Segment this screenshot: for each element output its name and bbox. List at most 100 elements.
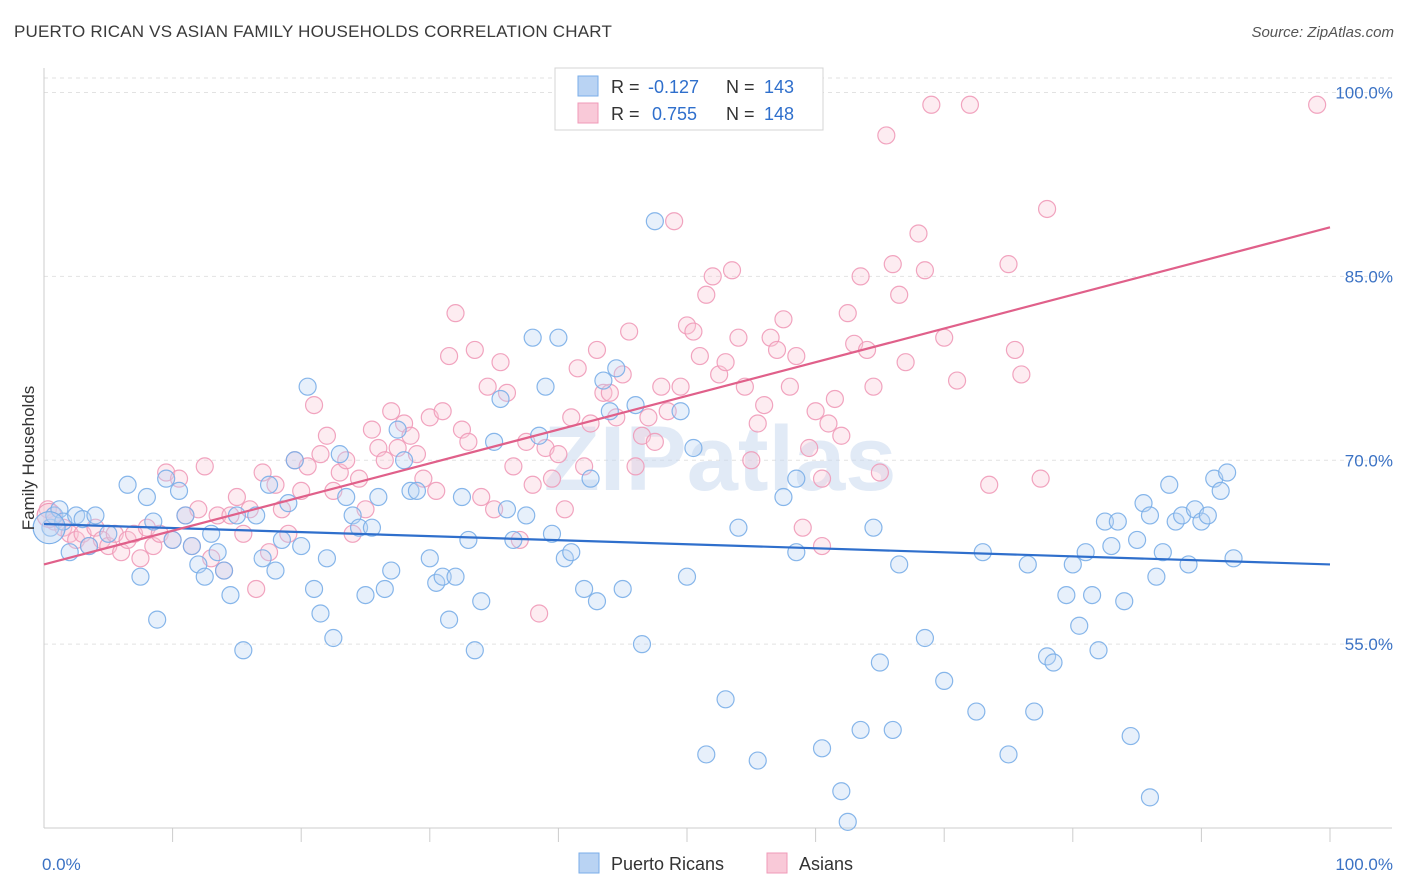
data-point (780, 377, 799, 396)
data-point (266, 561, 285, 580)
data-point (671, 377, 690, 396)
data-point (433, 567, 452, 586)
data-point (890, 285, 909, 304)
data-point (973, 543, 992, 562)
x-tick-label: 0.0% (42, 855, 81, 874)
data-point (935, 328, 954, 347)
data-point (427, 481, 446, 501)
data-point (375, 579, 394, 599)
data-point (542, 469, 562, 488)
data-point (851, 720, 870, 740)
data-point (1076, 543, 1095, 562)
data-point (465, 641, 484, 660)
data-point (491, 389, 510, 409)
data-point (304, 395, 324, 415)
data-point (478, 377, 497, 396)
data-point (504, 457, 523, 476)
data-point (722, 261, 742, 280)
data-point (536, 377, 555, 396)
data-point (362, 518, 382, 537)
y-tick-label: 55.0% (1345, 635, 1393, 654)
data-point (568, 359, 587, 378)
y-tick-labels: 55.0% 70.0% 85.0% 100.0% (1335, 84, 1393, 655)
data-point (1198, 506, 1217, 525)
data-point (555, 500, 574, 519)
data-point (99, 524, 118, 543)
data-point (148, 610, 167, 629)
data-point (324, 628, 343, 648)
data-point (774, 310, 793, 329)
data-point (1160, 475, 1179, 494)
data-point (1115, 592, 1134, 611)
data-point (812, 536, 832, 556)
data-point (748, 751, 767, 770)
data-point (195, 457, 214, 476)
data-point (497, 500, 517, 519)
data-point (337, 487, 356, 507)
data-point (632, 635, 652, 654)
data-point (272, 530, 292, 550)
data-point (195, 567, 214, 586)
data-point (169, 481, 189, 501)
chart-title: PUERTO RICAN VS ASIAN FAMILY HOUSEHOLDS … (14, 22, 613, 41)
data-point (1218, 463, 1237, 482)
legend-r-value-2: 0.755 (652, 104, 697, 124)
data-point (787, 543, 806, 562)
data-point (870, 653, 890, 672)
data-point (433, 402, 452, 421)
data-point (452, 487, 472, 507)
data-point (259, 475, 279, 494)
data-point (748, 414, 767, 433)
data-point (1082, 585, 1102, 605)
legend-n-value-2: 148 (764, 104, 794, 124)
data-point (369, 487, 388, 507)
data-point (349, 469, 369, 488)
stats-legend: R = -0.127 N = 143 R = 0.755 N = 148 (554, 67, 824, 131)
data-point (131, 549, 150, 568)
data-point (247, 506, 266, 525)
axes (43, 68, 1392, 842)
data-point (144, 512, 163, 531)
data-point (542, 524, 562, 543)
data-point (382, 561, 401, 580)
data-point (517, 506, 536, 525)
y-axis-title: Family Households (19, 386, 38, 531)
legend-swatch-puerto-ricans (577, 75, 599, 97)
data-point (549, 445, 568, 464)
data-point (1005, 340, 1025, 360)
legend-r-value-1: -0.127 (648, 77, 699, 97)
data-point (613, 579, 632, 599)
bottom-swatch-puerto-ricans (578, 852, 600, 874)
data-point (227, 487, 246, 507)
legend-r-label-2: R = (611, 104, 640, 124)
data-point (851, 267, 870, 286)
trend-lines (43, 226, 1331, 566)
data-point (317, 426, 337, 445)
data-point (439, 346, 459, 366)
data-point (349, 518, 369, 537)
data-point (838, 304, 857, 323)
data-point (298, 377, 317, 396)
data-point (684, 438, 703, 458)
data-point (472, 487, 491, 507)
data-point (774, 487, 793, 507)
data-point (459, 432, 478, 451)
legend-swatch-asians (577, 102, 599, 124)
data-point (864, 518, 883, 537)
data-point (645, 212, 664, 231)
data-point (86, 506, 105, 525)
data-point (1211, 481, 1230, 501)
data-point (1063, 555, 1082, 574)
data-point (896, 353, 915, 372)
data-point (909, 224, 928, 243)
data-point (1140, 506, 1160, 525)
data-point (1224, 549, 1243, 568)
data-point (1121, 726, 1140, 746)
trend-line-puerto-ricans (43, 522, 1331, 566)
asians-points (36, 95, 1327, 623)
data-point (131, 567, 150, 586)
data-point (806, 402, 825, 421)
data-point (787, 469, 806, 488)
data-point (626, 457, 645, 476)
data-point (491, 353, 510, 372)
